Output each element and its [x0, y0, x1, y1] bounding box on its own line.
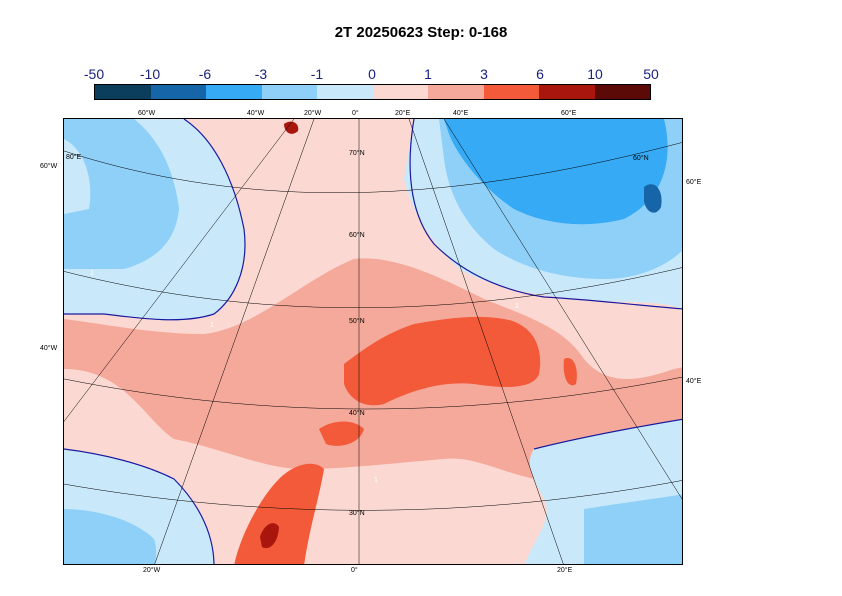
lon-label: 20°E [557, 567, 573, 574]
contour-label: 1 [210, 322, 214, 329]
longitude-line [64, 119, 295, 422]
contour-line [64, 119, 246, 321]
colorbar-label: 6 [536, 66, 544, 82]
colorbar-segment [317, 85, 373, 99]
colorbar-segment [206, 85, 262, 99]
anomaly-region [319, 421, 364, 446]
anomaly-region [344, 316, 541, 406]
colorbar-segment [539, 85, 595, 99]
colorbar-segment [594, 85, 650, 99]
colorbar-label: 50 [643, 66, 659, 82]
lon-label: 20°W [143, 567, 161, 574]
colorbar-label: 1 [424, 66, 432, 82]
anomaly-region [260, 523, 279, 549]
latitude-line [64, 142, 682, 193]
colorbar-label: -10 [139, 66, 161, 82]
lon-label: 60°E [561, 110, 577, 117]
colorbar-segment [428, 85, 484, 99]
anomaly-region [644, 184, 662, 213]
anomaly-region [284, 121, 299, 134]
anomaly-contours [64, 119, 682, 564]
anomaly-region [584, 494, 682, 564]
lat-label: 70°N [349, 150, 365, 157]
lon-label: 20°E [395, 110, 411, 117]
latitude-line [64, 267, 682, 309]
lat-label: 60°W [40, 163, 58, 170]
colorbar-segment [95, 85, 151, 99]
lon-label: 40°W [247, 110, 265, 117]
lat-label: 40°W [40, 345, 58, 352]
lat-label: 80°E [66, 154, 82, 161]
latitude-line [64, 480, 682, 511]
lon-label: 40°E [453, 110, 469, 117]
colorbar-label: -1 [310, 66, 324, 82]
graticule [64, 119, 682, 564]
contour-label: 1 [90, 270, 94, 277]
contour-label: 1 [515, 303, 519, 310]
contour-label: 1 [374, 477, 378, 484]
colorbar-segment [261, 85, 317, 99]
colorbar-label: 0 [368, 66, 376, 82]
longitude-line [443, 119, 682, 500]
colorbar-labels: -50 -10 -6 -3 -1 0 1 3 6 10 50 [84, 66, 659, 82]
lat-label: 40°E [686, 378, 702, 385]
lat-label: 30°N [349, 510, 365, 517]
lat-label: 60°N [633, 155, 649, 162]
colorbar-segment [150, 85, 206, 99]
lon-label: 0° [352, 110, 359, 117]
colorbar-segment [483, 85, 539, 99]
anomaly-region [64, 119, 179, 269]
latitude-line [64, 376, 682, 410]
lat-label: 60°N [349, 232, 365, 239]
anomaly-region [64, 509, 157, 564]
map-panel [63, 118, 683, 565]
longitude-line [408, 119, 564, 564]
contour-line [64, 448, 215, 564]
lat-label: 60°E [686, 179, 702, 186]
lon-label: 20°W [304, 110, 322, 117]
temperature-anomaly-map [64, 119, 682, 564]
lon-label: 0° [351, 567, 358, 574]
anomaly-region [64, 139, 91, 214]
anomaly-region [234, 463, 324, 564]
anomaly-region [563, 358, 577, 386]
colorbar-segment [372, 85, 428, 99]
colorbar-label: 3 [480, 66, 488, 82]
colorbar-label: -6 [198, 66, 212, 82]
longitude-line [154, 119, 315, 564]
colorbar [94, 84, 651, 100]
contour-line [533, 418, 682, 450]
lat-label: 40°N [349, 410, 365, 417]
lat-label: 50°N [349, 318, 365, 325]
colorbar-label: 10 [587, 66, 603, 82]
colorbar-label: -3 [254, 66, 268, 82]
anomaly-region [444, 119, 668, 225]
colorbar-label: -50 [83, 66, 105, 82]
chart-title: 2T 20250623 Step: 0-168 [334, 24, 508, 41]
lon-label: 60°W [138, 110, 156, 117]
contour-line [409, 119, 682, 310]
anomaly-region [154, 339, 294, 443]
